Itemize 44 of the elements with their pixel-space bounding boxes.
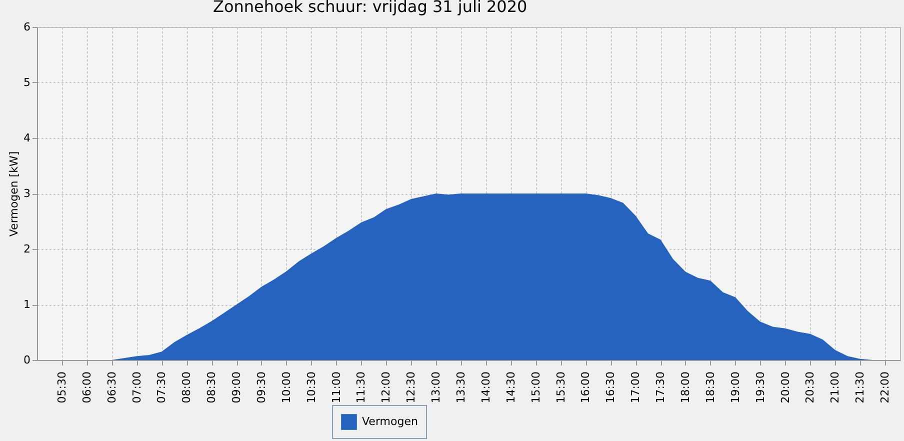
x-tick-label: 11:00 [330,372,343,404]
x-tick-label: 21:00 [828,372,842,404]
x-tick-label: 22:00 [878,372,892,404]
y-tick-label: 4 [24,132,30,144]
x-tick-label: 10:30 [304,372,318,404]
x-tick-label: 08:00 [180,372,194,404]
y-tick-label: 0 [24,354,30,366]
x-tick-label: 19:30 [754,372,767,404]
x-tick-label: 15:30 [554,372,568,404]
x-tick-label: 08:30 [205,372,218,404]
legend-label: Vermogen [362,415,418,428]
x-tick-label: 14:00 [479,372,492,404]
y-axis-title: Vermogen [kW] [8,151,20,237]
y-tick-label: 1 [24,298,30,311]
x-tick-label: 06:00 [80,372,94,404]
x-tick-label: 09:30 [254,372,268,404]
x-tick-label: 13:00 [430,372,443,404]
chart-title: Zonnehoek schuur: vrijdag 31 juli 2020 [213,0,528,16]
x-tick-label: 14:30 [504,372,518,404]
x-tick-label: 06:30 [105,372,118,404]
x-tick-label: 11:30 [354,372,368,404]
x-tick-label: 21:30 [854,372,867,404]
y-tick-label: 6 [24,20,30,34]
x-tick-label: 12:30 [404,372,418,404]
x-tick-label: 09:00 [230,372,244,404]
x-tick-label: 15:00 [529,372,542,404]
x-tick-label: 07:30 [155,372,168,404]
x-tick-label: 17:30 [654,372,668,404]
x-tick-label: 16:30 [604,372,618,404]
x-tick-label: 12:00 [380,372,393,404]
x-tick-label: 19:00 [728,372,742,404]
y-tick-label: 5 [24,76,30,89]
x-tick-label: 07:00 [130,372,144,404]
x-tick-label: 18:00 [678,372,692,404]
x-tick-label: 13:30 [454,372,468,404]
x-tick-label: 05:30 [55,372,68,404]
x-tick-label: 17:00 [629,372,642,404]
x-tick-label: 16:00 [579,372,592,404]
x-tick-label: 20:30 [804,372,817,404]
x-tick-label: 10:00 [280,372,293,404]
y-tick-label: 2 [24,242,30,256]
y-tick-label: 3 [24,187,30,200]
x-tick-label: 20:00 [778,372,792,404]
x-tick-label: 18:30 [704,372,717,404]
